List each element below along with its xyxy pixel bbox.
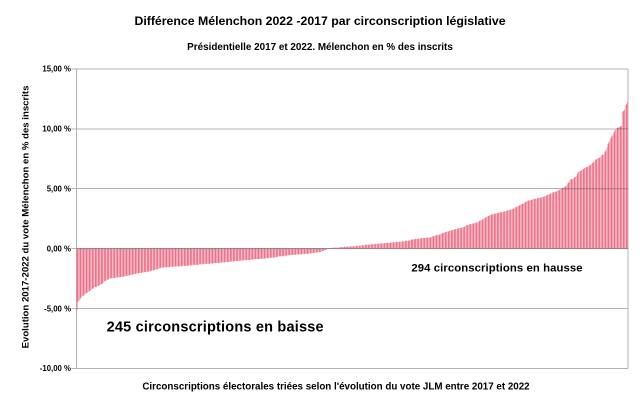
svg-text:245 circonscriptions en baisse: 245 circonscriptions en baisse — [107, 319, 324, 335]
svg-text:15,00 %: 15,00 % — [42, 65, 71, 74]
svg-text:-10,00 %: -10,00 % — [40, 364, 71, 373]
svg-text:Différence Mélenchon 2022 -201: Différence Mélenchon 2022 -2017 par circ… — [134, 14, 505, 28]
svg-text:Evolution 2017-2022 du vote Mé: Evolution 2017-2022 du vote Mélenchon en… — [21, 86, 32, 349]
svg-text:10,00 %: 10,00 % — [42, 125, 71, 134]
svg-text:Présidentielle 2017 et 2022. M: Présidentielle 2017 et 2022. Mélenchon e… — [187, 42, 453, 53]
svg-text:Circonscriptions électorales t: Circonscriptions électorales triées selo… — [142, 382, 530, 393]
svg-text:0,00 %: 0,00 % — [47, 244, 71, 253]
svg-text:294 circonscriptions en hausse: 294 circonscriptions en hausse — [411, 263, 582, 275]
svg-text:-5,00 %: -5,00 % — [44, 304, 71, 313]
svg-text:5,00 %: 5,00 % — [47, 185, 71, 194]
